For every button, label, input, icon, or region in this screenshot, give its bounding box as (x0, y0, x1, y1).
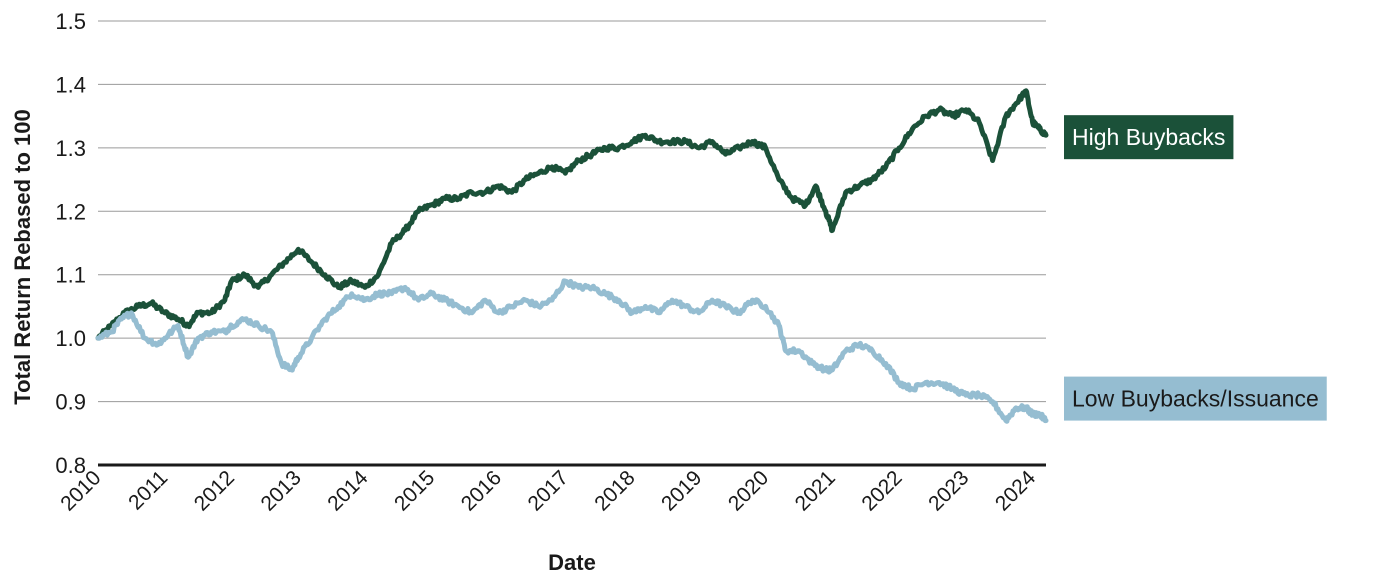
y-tick-label: 1.3 (55, 136, 86, 161)
series-labels: High Buybacks Low Buybacks/Issuance (1064, 115, 1327, 421)
series-lines (95, 88, 1049, 424)
y-tick-label: 1.0 (55, 326, 86, 351)
x-tick-label: 2012 (190, 466, 239, 515)
x-tick-label: 2021 (791, 466, 840, 515)
x-tick-label: 2018 (590, 466, 639, 515)
y-axis-ticks: 0.8 0.9 1.0 1.1 1.2 1.3 1.4 1.5 (55, 9, 86, 478)
series-label-box (1064, 115, 1234, 160)
y-tick-label: 1.4 (55, 72, 86, 97)
x-tick-label: 2015 (390, 466, 439, 515)
x-axis-title: Date (548, 550, 596, 575)
x-tick-label: 2022 (857, 466, 906, 515)
series-label-text: High Buybacks (1072, 124, 1225, 150)
x-tick-label: 2014 (323, 466, 373, 516)
y-tick-label: 1.1 (55, 263, 86, 288)
series-label-box (1064, 376, 1327, 421)
x-tick-label: 2011 (124, 466, 172, 514)
x-tick-label: 2019 (657, 466, 706, 515)
x-axis-ticks: 2010 2011 2012 2013 2014 2015 2016 2017 2018 2019… (56, 466, 1040, 516)
series-line-0 (95, 88, 1049, 341)
series-label-text: Low Buybacks/Issuance (1072, 386, 1319, 412)
y-axis-title: Total Return Rebased to 100 (10, 109, 35, 404)
x-tick-label: 2020 (724, 466, 773, 515)
x-tick-label: 2017 (524, 466, 573, 515)
series-line-1 (95, 278, 1049, 424)
series-label-0: High Buybacks (1064, 115, 1234, 160)
series-label-1: Low Buybacks/Issuance (1064, 376, 1327, 421)
y-tick-label: 1.5 (55, 9, 86, 34)
y-tick-label: 1.2 (55, 199, 86, 224)
x-tick-label: 2013 (257, 466, 306, 515)
y-tick-label: 0.8 (55, 453, 86, 478)
x-tick-label: 2023 (924, 466, 973, 515)
gridlines (98, 20, 1046, 403)
x-tick-label: 2024 (991, 466, 1041, 516)
x-tick-label: 2016 (457, 466, 506, 515)
y-tick-label: 0.9 (55, 390, 86, 415)
